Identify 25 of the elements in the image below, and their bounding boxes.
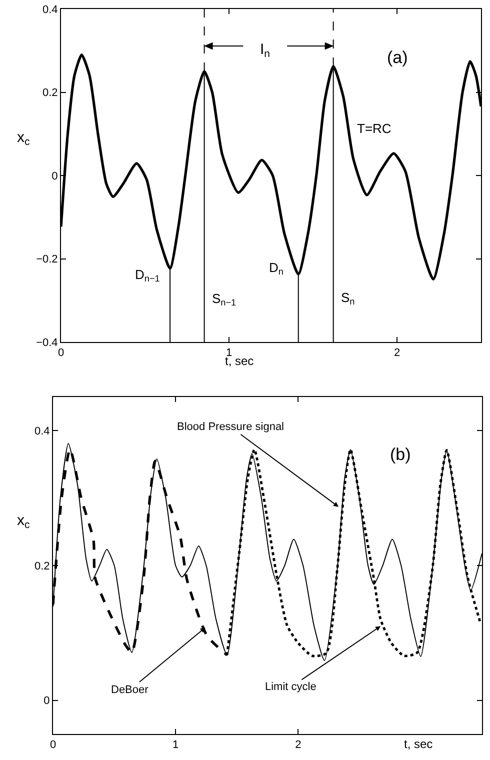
y-tick-label: 0.4 bbox=[42, 4, 58, 16]
y-tick-label: −0.2 bbox=[36, 254, 58, 266]
y-axis-title: x$_{c}$ bbox=[17, 129, 30, 148]
annotation: (a) bbox=[387, 48, 408, 67]
annotation: S$_{n}$ bbox=[341, 290, 355, 307]
y-tick-label: 0.4 bbox=[34, 426, 50, 438]
y-tick-label: 0 bbox=[52, 170, 58, 182]
annotation: (b) bbox=[390, 445, 411, 464]
annotation: D$_{n}$ bbox=[269, 260, 284, 277]
annotation: I$_{n}$ bbox=[260, 41, 270, 60]
annotation: DeBoer bbox=[111, 684, 149, 696]
annotation: S$_{n−1}$ bbox=[212, 291, 236, 308]
y-tick-label: 0.2 bbox=[34, 560, 50, 572]
x-tick-label: 2 bbox=[394, 347, 400, 360]
y-tick-label: −0.4 bbox=[36, 336, 58, 349]
y-tick-label: 0 bbox=[44, 695, 50, 708]
x-tick-label: 2 bbox=[295, 739, 302, 752]
annotation: D$_{n−1}$ bbox=[135, 267, 160, 284]
x-axis-title: t, sec bbox=[404, 737, 433, 751]
annotation: Limit cycle bbox=[265, 681, 316, 693]
annotation: Blood Pressure signal bbox=[177, 421, 284, 433]
y-tick-label: 0.2 bbox=[42, 87, 58, 100]
annotation: T=RC bbox=[357, 121, 392, 136]
x-tick-label: 1 bbox=[172, 739, 179, 752]
y-axis-title: x$_{c}$ bbox=[17, 512, 30, 532]
